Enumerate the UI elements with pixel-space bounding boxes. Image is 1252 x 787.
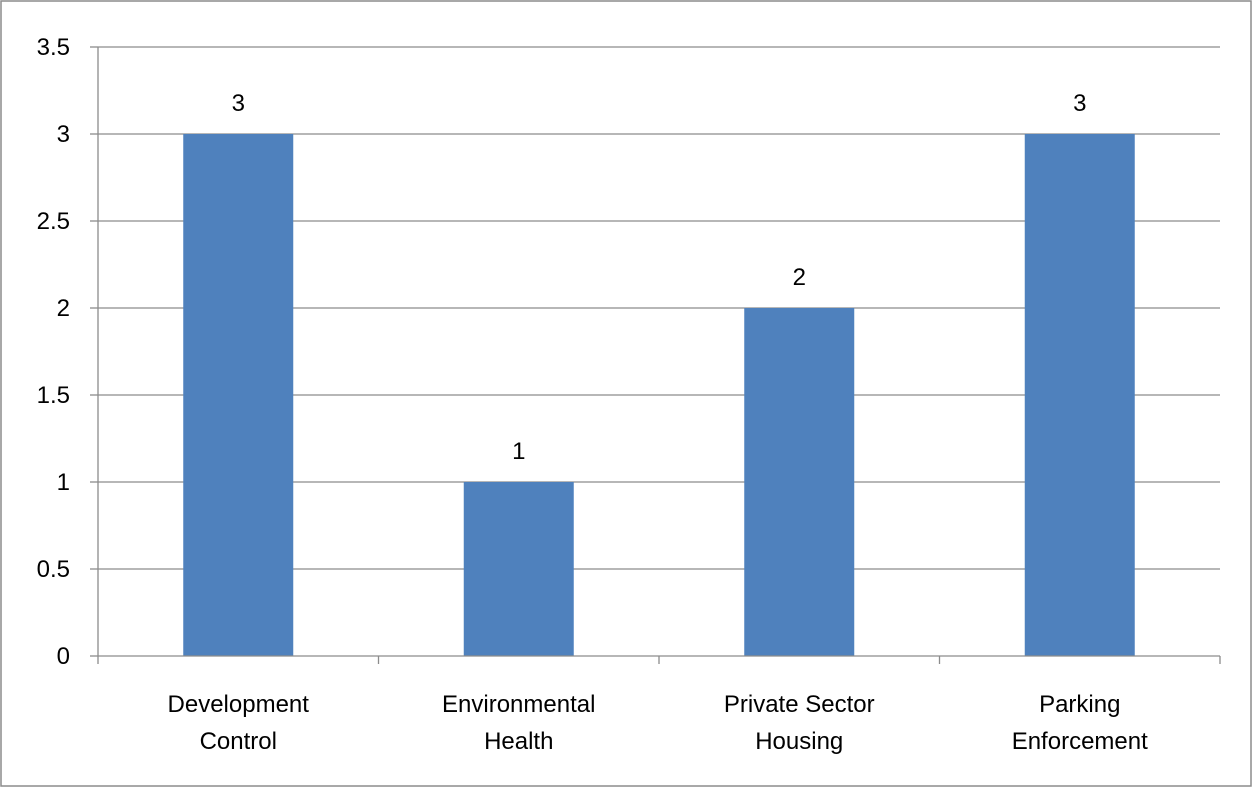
y-tick-label: 2 — [57, 295, 70, 322]
y-tick-label: 0.5 — [37, 556, 70, 583]
x-tick-label: Environmental — [442, 691, 595, 718]
x-axis — [97, 47, 1221, 664]
y-tick-label: 1.5 — [37, 382, 70, 409]
y-tick-label: 3.5 — [37, 34, 70, 61]
x-tick-label: Development — [168, 691, 310, 718]
y-tick-label: 3 — [57, 121, 70, 148]
data-labels: 3 1 2 3 — [232, 90, 1087, 465]
bars — [183, 134, 1135, 656]
data-label: 3 — [232, 90, 245, 117]
bar — [463, 482, 574, 656]
data-label: 1 — [512, 438, 525, 465]
x-tick-label: Private Sector — [724, 691, 875, 718]
data-label: 2 — [793, 264, 806, 291]
y-tick-label: 1 — [57, 469, 70, 496]
x-tick-label: Enforcement — [1012, 728, 1148, 755]
x-tick-label: Housing — [755, 728, 843, 755]
data-label: 3 — [1073, 90, 1086, 117]
bar — [744, 308, 855, 656]
x-axis-tick-labels: Development Control Environmental Health Pri… — [168, 691, 1149, 755]
y-tick-label: 0 — [57, 643, 70, 670]
x-tick-label: Health — [484, 728, 553, 755]
y-axis-tick-labels: 0 0.5 1 1.5 2 2.5 3 3.5 — [37, 34, 70, 670]
bar — [183, 134, 294, 656]
x-tick-label: Control — [200, 728, 277, 755]
bar — [1024, 134, 1135, 656]
y-tick-label: 2.5 — [37, 208, 70, 235]
x-tick-label: Parking — [1039, 691, 1120, 718]
